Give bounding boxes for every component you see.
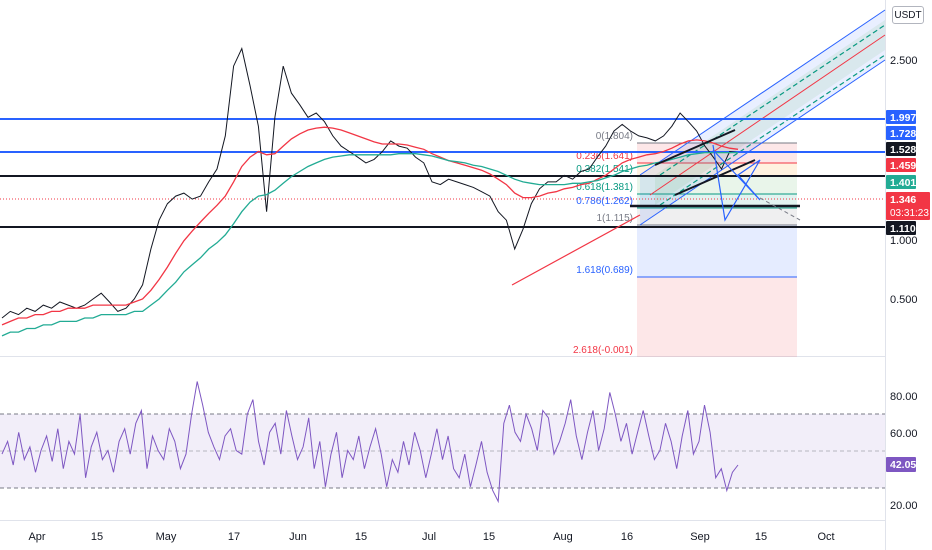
time-tick: Aug: [553, 531, 573, 543]
badge-bg: [886, 158, 916, 172]
rsi-band: [0, 413, 885, 489]
badge-bg: [886, 221, 916, 235]
fib-label-0: 0(1.804): [596, 131, 633, 142]
horizontal-levels[interactable]: [0, 118, 885, 228]
rsi-tick: 20.00: [890, 500, 918, 512]
fib-zone-0382-0618: [637, 176, 797, 194]
fib-label-0618: 0.618(1.381): [576, 182, 633, 193]
currency-button[interactable]: USDT: [892, 6, 924, 24]
rsi-pane[interactable]: [0, 357, 885, 520]
channel-lower-median: [659, 54, 886, 206]
fib-label-2618: 2.618(-0.001): [573, 345, 633, 356]
badge-bg: [886, 126, 916, 140]
badge-countdown: 03:31:23: [890, 208, 929, 219]
badge-bg: [886, 457, 916, 472]
rsi-line[interactable]: [1, 381, 739, 504]
fib-labels: 0(1.804) 0.236(1.641) 0.382(1.541) 0.618…: [573, 131, 633, 356]
moving-average-red[interactable]: [1, 126, 739, 326]
rsi-tick: 60.00: [890, 428, 918, 440]
price-tick: 2.500: [890, 55, 918, 67]
pattern-abcd[interactable]: [712, 144, 761, 222]
time-tick: 15: [355, 531, 367, 543]
fib-zone-0786-1: [637, 208, 797, 225]
time-tick: May: [156, 531, 177, 543]
channel-center-line: [649, 34, 886, 196]
price-tick: 0.500: [890, 294, 918, 306]
badge-rsi-value: 42.05: [890, 459, 916, 471]
fib-zone-1618-2618: [637, 277, 797, 357]
price-axis[interactable]: 2.500 1.000 0.500 80.00 60.00 20.00: [890, 55, 918, 512]
channel-upper-median: [659, 24, 886, 176]
badge-1997: 1.997: [890, 112, 916, 124]
rsi-series[interactable]: [1, 381, 739, 504]
time-tick: Jun: [289, 531, 307, 543]
price-tick: 1.000: [890, 235, 918, 247]
time-tick: 15: [91, 531, 103, 543]
channel-band-inner: [655, 20, 885, 205]
badge-1459: 1.459: [890, 160, 916, 172]
channel-upper-line: [639, 9, 886, 176]
fib-label-0382: 0.382(1.541): [576, 164, 633, 175]
fib-label-0786: 0.786(1.262): [576, 196, 633, 207]
trendline-channel-bottom[interactable]: [674, 159, 756, 196]
time-tick: Apr: [28, 531, 45, 543]
badge-bg: [886, 142, 916, 156]
time-tick: 16: [621, 531, 633, 543]
price-line[interactable]: [1, 47, 739, 319]
badge-1110: 1.110: [890, 223, 916, 235]
fib-zone-1-1618: [637, 225, 797, 277]
badge-last-price: 1.346: [890, 194, 916, 206]
fib-label-0236: 0.236(1.641): [576, 151, 633, 162]
channel-lower-line: [639, 59, 886, 226]
time-tick: 15: [755, 531, 767, 543]
price-pane[interactable]: [0, 0, 885, 356]
trend-drawings[interactable]: [511, 129, 801, 286]
time-tick: Oct: [817, 531, 834, 543]
fib-label-1618: 1.618(0.689): [576, 265, 633, 276]
price-badges: 1.997 1.728 1.528 1.459 1.401 1.346 03:3…: [886, 110, 930, 472]
badge-1528: 1.528: [890, 144, 916, 156]
projection-line: [759, 197, 801, 221]
time-tick: 17: [228, 531, 240, 543]
time-tick: 15: [483, 531, 495, 543]
badge-1728: 1.728: [890, 128, 916, 140]
channel-band-outer: [640, 10, 885, 225]
badge-bg: [886, 175, 916, 189]
trendline-channel-top[interactable]: [654, 129, 736, 166]
moving-average-teal[interactable]: [1, 151, 738, 337]
time-axis[interactable]: Apr 15 May 17 Jun 15 Jul 15 Aug 16 Sep 1…: [28, 531, 834, 543]
fib-label-1: 1(1.115): [596, 213, 633, 224]
regression-channel[interactable]: [639, 9, 886, 226]
time-tick: Jul: [422, 531, 436, 543]
time-tick: Sep: [690, 531, 710, 543]
badge-bg: [886, 192, 930, 220]
trendline-support[interactable]: [511, 214, 641, 286]
price-series[interactable]: [1, 47, 739, 337]
badge-bg: [886, 110, 916, 124]
badge-1401: 1.401: [890, 177, 916, 189]
rsi-tick: 80.00: [890, 391, 918, 403]
